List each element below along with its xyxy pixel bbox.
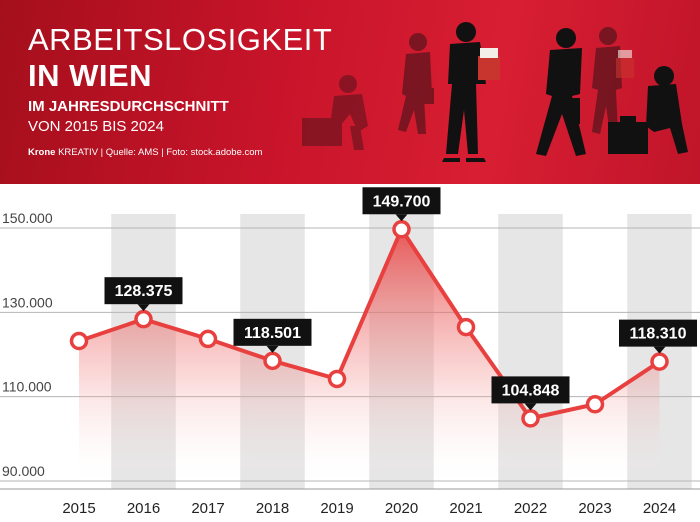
credit-brand: Krone xyxy=(28,147,56,158)
title-line-1: ARBEITSLOSIGKEIT xyxy=(28,22,333,57)
title-line-2: IN WIEN xyxy=(28,58,153,93)
x-tick-label-2024: 2024 xyxy=(643,500,676,517)
x-tick-label-2015: 2015 xyxy=(62,500,95,517)
value-label-pointer xyxy=(524,403,537,411)
x-tick-label-2017: 2017 xyxy=(191,500,224,517)
data-point-2019 xyxy=(327,369,347,389)
credits-line: Krone KREATIV | Quelle: AMS | Foto: stoc… xyxy=(28,147,262,158)
y-tick-label: 130.000 xyxy=(2,294,53,310)
data-point-2021 xyxy=(456,317,476,337)
boxes xyxy=(478,48,634,80)
x-tick-label-2023: 2023 xyxy=(578,500,611,517)
series-line xyxy=(78,227,661,421)
silhouettes-dark xyxy=(302,22,688,162)
value-label-2016: 128.375 xyxy=(104,277,183,312)
value-label-2020: 149.700 xyxy=(362,187,441,222)
line-chart: 90.000 110.000 130.000 150.000 128.375 118.5… xyxy=(0,187,700,517)
data-point-2018 xyxy=(263,351,282,371)
value-label-box xyxy=(619,319,697,347)
value-label-text: 118.310 xyxy=(630,326,687,343)
value-label-pointer xyxy=(653,346,666,354)
data-point-2023 xyxy=(585,395,605,414)
value-label-box xyxy=(362,187,441,215)
data-point-2020 xyxy=(392,220,411,239)
data-point-2015 xyxy=(69,331,89,351)
value-label-text: 128.375 xyxy=(115,283,173,300)
x-tick-label-2018: 2018 xyxy=(256,500,289,517)
data-point-2017 xyxy=(198,329,218,349)
value-label-text: 118.501 xyxy=(244,325,301,342)
data-point-2024 xyxy=(650,352,669,371)
subtitle-line-2: VON 2015 BIS 2024 xyxy=(28,118,164,135)
value-label-box xyxy=(104,277,183,305)
value-label-text: 149.700 xyxy=(373,193,431,210)
value-label-2018: 118.501 xyxy=(233,318,312,353)
x-tick-label-2021: 2021 xyxy=(449,500,482,517)
y-tick-label: 110.000 xyxy=(2,379,52,395)
value-label-pointer xyxy=(395,214,408,222)
value-label-box xyxy=(233,318,312,346)
x-tick-label-2019: 2019 xyxy=(320,500,353,517)
x-tick-label-2016: 2016 xyxy=(127,500,160,517)
value-label-2024: 118.310 xyxy=(619,319,697,354)
businessmen-illustration xyxy=(302,22,688,162)
header-banner: ARBEITSLOSIGKEIT IN WIEN IM JAHRESDURCHS… xyxy=(0,0,700,184)
data-points xyxy=(69,220,669,428)
value-label-pointer xyxy=(266,345,279,353)
x-tick-label-2022: 2022 xyxy=(514,500,547,517)
value-labels: 128.375 118.501 149.700 104.848 118.310 xyxy=(104,187,697,411)
x-tick-labels: 2015 2016 2017 2018 2019 2020 2021 2022 2023 2024 xyxy=(62,500,676,517)
subtitle-line-1: IM JAHRESDURCHSCHNITT xyxy=(28,98,229,115)
value-label-text: 104.848 xyxy=(502,382,560,399)
data-point-2022 xyxy=(521,409,540,428)
y-tick-labels: 90.000 110.000 130.000 150.000 xyxy=(2,210,53,479)
area-fill xyxy=(79,229,660,489)
credit-source: KREATIV | Quelle: AMS | Foto: stock.adob… xyxy=(58,147,263,158)
data-point-2016 xyxy=(134,309,153,329)
value-label-pointer xyxy=(137,304,150,312)
y-tick-label: 150.000 xyxy=(2,210,53,226)
value-label-2022: 104.848 xyxy=(491,376,570,411)
value-label-box xyxy=(491,376,570,404)
y-tick-label: 90.000 xyxy=(2,463,45,479)
x-tick-label-2020: 2020 xyxy=(385,500,418,517)
